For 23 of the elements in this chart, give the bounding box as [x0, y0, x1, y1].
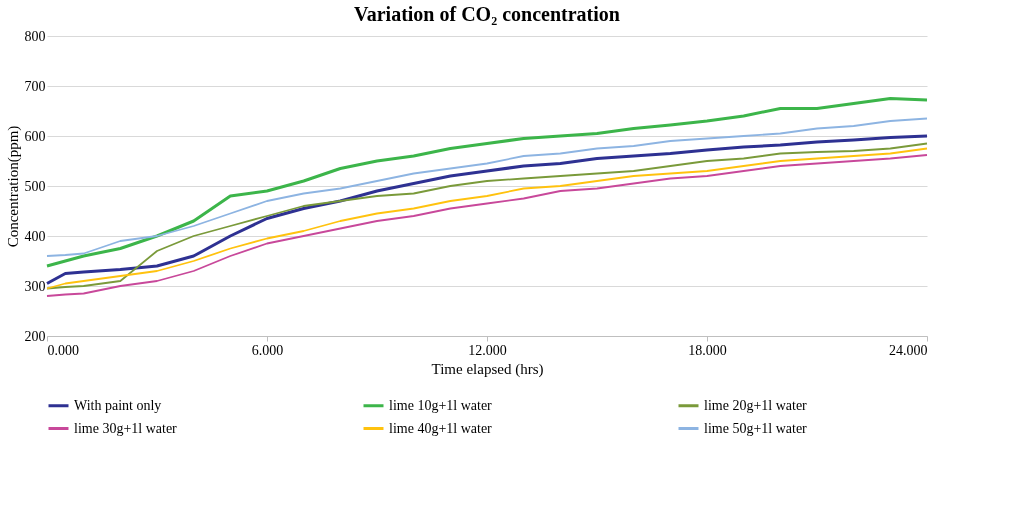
line-series	[45, 97, 929, 268]
legend-label: lime 30g+1l water	[74, 420, 178, 436]
y-axis-title: Concentration(ppm)	[4, 125, 22, 248]
legend-label: lime 50g+1l water	[704, 420, 808, 436]
y-tick-label: 800	[24, 28, 46, 44]
x-tick-label: 12.000	[468, 342, 507, 358]
x-axis-title: Time elapsed (hrs)	[431, 360, 544, 378]
x-tick-label: 0.000	[47, 342, 79, 358]
legend-label: lime 10g+1l water	[389, 397, 493, 413]
x-tick-label: 6.000	[251, 342, 284, 358]
y-tick-label: 500	[24, 178, 46, 194]
legend-label: lime 40g+1l water	[389, 420, 493, 436]
line-series	[46, 117, 928, 257]
chart-title: Variation of CO₂ concentration	[354, 3, 620, 25]
y-tick-label: 400	[24, 228, 46, 244]
y-tick-label: 300	[24, 278, 46, 294]
x-tick-label: 18.000	[688, 342, 727, 358]
y-tick-label: 700	[24, 78, 46, 94]
x-tick-label: 24.000	[889, 342, 928, 358]
y-tick-label: 200	[24, 328, 46, 344]
legend-label: With paint only	[74, 397, 162, 413]
y-tick-label: 600	[24, 128, 46, 144]
legend-label: lime 20g+1l water	[704, 397, 808, 413]
